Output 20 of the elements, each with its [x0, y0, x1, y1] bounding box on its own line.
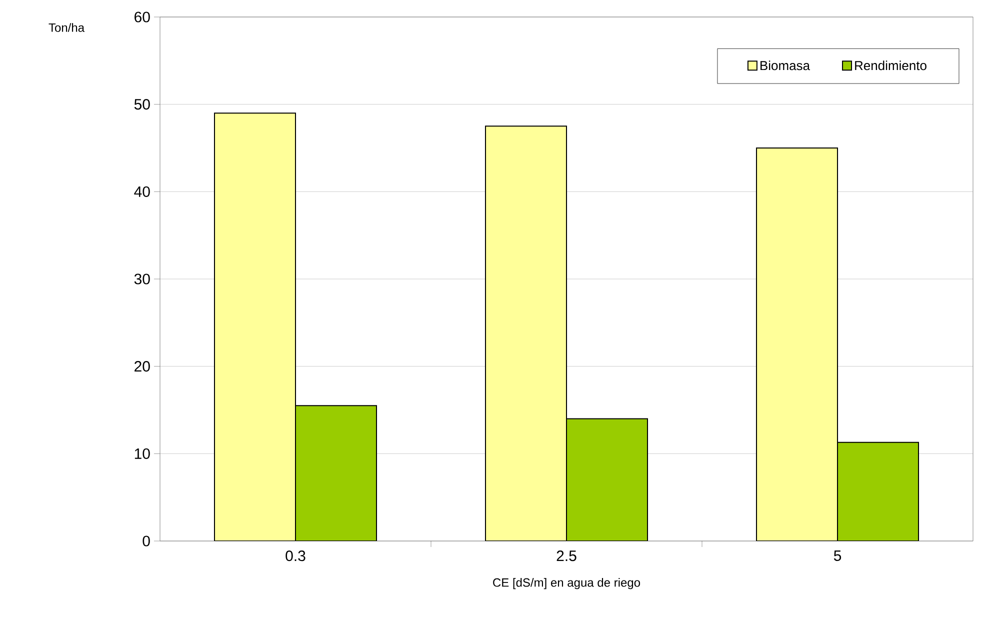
bar [837, 442, 920, 541]
bar [295, 405, 378, 541]
legend-label: Biomasa [760, 60, 810, 70]
y-axis-title: Ton/ha [48, 23, 85, 32]
y-tick-label: 40 [134, 186, 150, 197]
bar [566, 418, 648, 541]
bar [756, 147, 838, 541]
x-tick-label: 5 [834, 550, 842, 561]
bar [485, 126, 568, 541]
y-tick-label: 30 [134, 274, 150, 284]
x-tick-label: 2.5 [556, 550, 576, 562]
legend-label: Rendimiento [855, 60, 926, 70]
y-tick-label: 10 [134, 448, 150, 459]
y-tick-label: 60 [134, 12, 150, 22]
y-tick-label: 20 [134, 361, 150, 372]
y-tick-label: 0 [142, 536, 150, 546]
x-axis-title: CE [dS/m] en agua de riego [493, 578, 640, 590]
bar [214, 112, 296, 541]
x-tick-label: 0.3 [286, 550, 306, 562]
y-tick-label: 50 [134, 99, 150, 110]
